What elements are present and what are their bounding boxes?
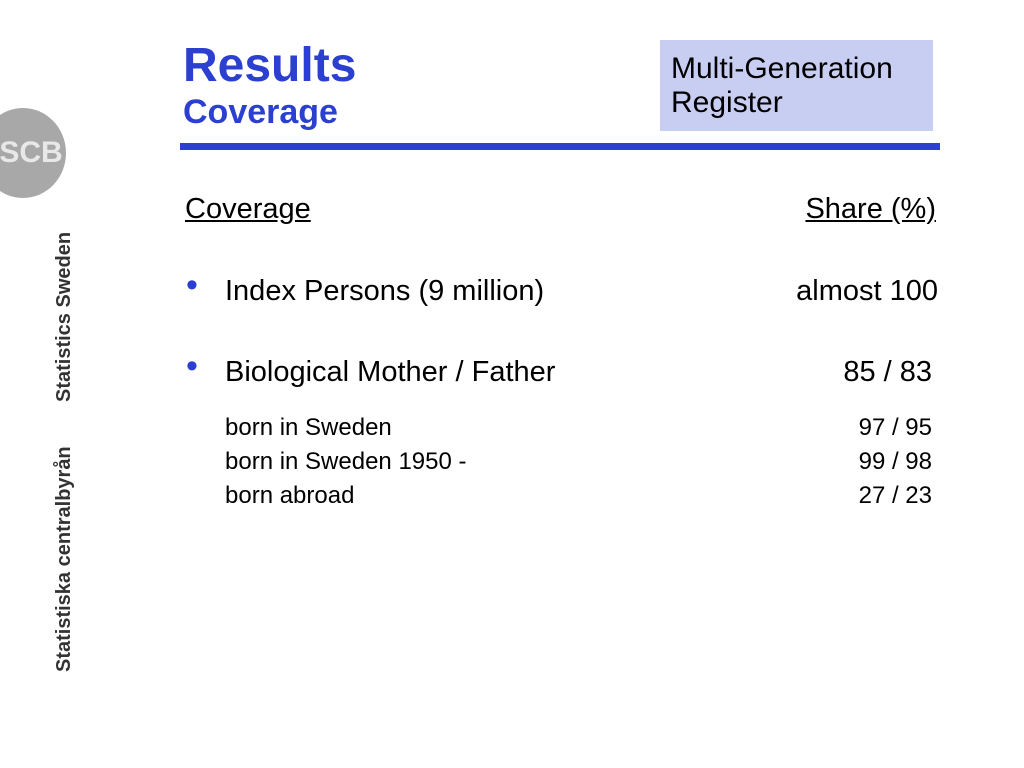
- column-header: Coverage: [185, 193, 311, 225]
- subrow-value: 27 / 23: [858, 482, 932, 509]
- bullet: •: [186, 266, 198, 304]
- rule: [180, 143, 940, 150]
- subrow-label: born in Sweden 1950 -: [225, 448, 467, 475]
- column-header: Share (%): [805, 193, 936, 225]
- tag-line: Register: [671, 85, 783, 119]
- subrow-label: born in Sweden: [225, 414, 392, 441]
- row-value: almost 100: [796, 275, 938, 307]
- bullet: •: [186, 347, 198, 385]
- subrow-label: born abroad: [225, 482, 355, 509]
- subrow-value: 97 / 95: [858, 414, 932, 441]
- row-label: Biological Mother / Father: [225, 356, 556, 388]
- subrow-value: 99 / 98: [858, 448, 932, 475]
- tag-box: Multi-Generation Register: [660, 40, 933, 131]
- row-label: Index Persons (9 million): [225, 275, 545, 307]
- org-name: Statistics Sweden: [53, 231, 75, 402]
- row-value: 85 / 83: [843, 356, 932, 388]
- org-name: Statistiska centralbyrån: [53, 446, 75, 672]
- logo: SCB: [0, 108, 66, 198]
- subtitle: Coverage: [183, 93, 338, 131]
- title: Results: [183, 39, 357, 92]
- tag-line: Multi-Generation: [671, 52, 893, 85]
